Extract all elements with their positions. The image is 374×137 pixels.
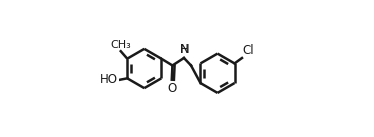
- Text: HO: HO: [100, 73, 118, 86]
- Text: O: O: [167, 82, 177, 95]
- Text: CH₃: CH₃: [110, 40, 131, 50]
- Text: N: N: [180, 43, 189, 56]
- Text: Cl: Cl: [242, 44, 254, 57]
- Text: H: H: [180, 43, 189, 56]
